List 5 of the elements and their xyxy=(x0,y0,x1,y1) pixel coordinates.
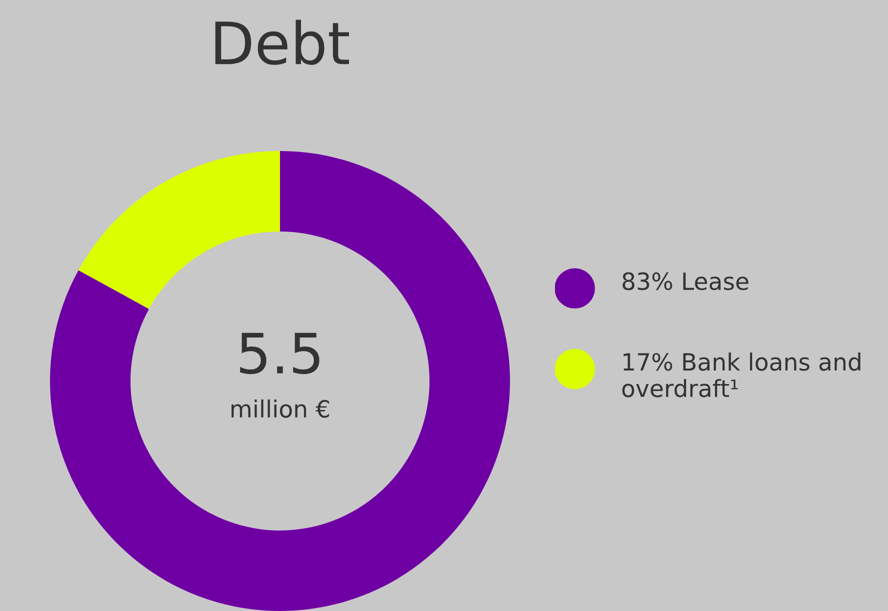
text: 5.5 xyxy=(240,332,320,374)
chart-title: Debt xyxy=(215,20,349,65)
legend-label: 17% Bank loans and overdraft¹ xyxy=(622,352,860,398)
text: million € xyxy=(232,399,330,418)
legend-label: 83% Lease xyxy=(622,272,748,290)
